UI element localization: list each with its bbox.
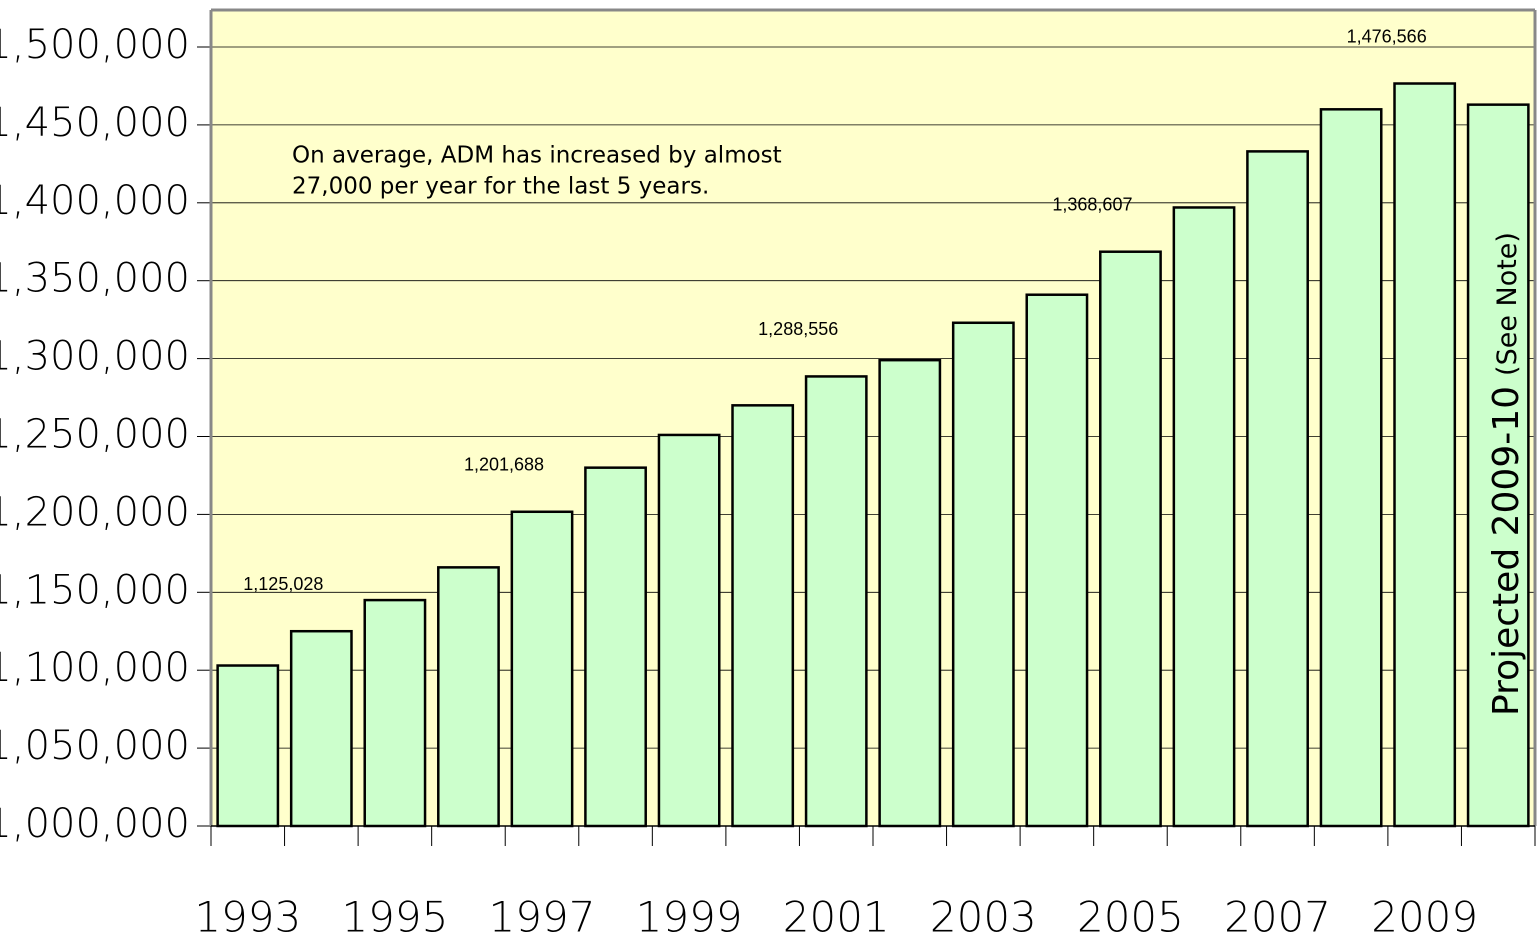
y-tick-label: 1,000,000 xyxy=(0,801,190,847)
side-note: Projected 2009-10 (See Note) xyxy=(1486,232,1527,716)
bar xyxy=(216,664,280,828)
side-note-sub: (See Note) xyxy=(1492,232,1523,376)
x-tick-label: 1995 xyxy=(341,893,448,942)
bar xyxy=(804,375,868,828)
y-tick-label: 1,250,000 xyxy=(0,412,190,458)
x-tick-label: 1999 xyxy=(636,893,743,942)
bar xyxy=(437,566,500,828)
x-tick-label: 2003 xyxy=(930,893,1037,942)
x-tick-label: 2009 xyxy=(1371,893,1478,942)
x-tick-label: 2001 xyxy=(783,893,890,942)
y-tick-label: 1,450,000 xyxy=(0,100,190,146)
bar xyxy=(731,404,795,828)
value-label: 1,288,556 xyxy=(758,319,838,339)
y-tick-label: 1,100,000 xyxy=(0,645,190,691)
y-tick-label: 1,300,000 xyxy=(0,334,190,380)
bar xyxy=(951,321,1015,828)
plot-area xyxy=(211,10,1535,826)
value-label: 1,201,688 xyxy=(464,455,544,475)
x-tick-label: 2007 xyxy=(1224,893,1331,942)
bar xyxy=(289,629,353,828)
y-tick-label: 1,050,000 xyxy=(0,723,190,769)
y-tick-label: 1,400,000 xyxy=(0,178,190,224)
bar xyxy=(1025,293,1089,828)
bar xyxy=(1319,108,1383,828)
annotation: On average, ADM has increased by almost xyxy=(292,143,782,169)
value-label: 1,125,028 xyxy=(243,574,323,594)
bar xyxy=(1393,82,1457,828)
x-tick-label: 1993 xyxy=(194,893,301,942)
y-tick-label: 1,150,000 xyxy=(0,567,190,613)
bar xyxy=(1172,206,1236,828)
value-label: 1,476,566 xyxy=(1347,26,1427,46)
bar xyxy=(657,433,721,828)
bar xyxy=(363,598,427,828)
bar xyxy=(1466,103,1530,828)
bar xyxy=(1099,250,1162,828)
x-tick-label: 1997 xyxy=(489,893,596,942)
bar xyxy=(1246,150,1309,828)
annotation: 27,000 per year for the last 5 years. xyxy=(292,174,709,200)
y-tick-label: 1,500,000 xyxy=(0,22,190,68)
y-tick-label: 1,350,000 xyxy=(0,256,190,302)
side-note-main: Projected 2009-10 xyxy=(1486,386,1527,716)
y-tick-label: 1,200,000 xyxy=(0,489,190,535)
bar xyxy=(510,510,574,828)
value-label: 1,368,607 xyxy=(1052,194,1132,214)
bar xyxy=(878,358,942,828)
x-tick-label: 2005 xyxy=(1077,893,1184,942)
bar xyxy=(584,466,647,828)
